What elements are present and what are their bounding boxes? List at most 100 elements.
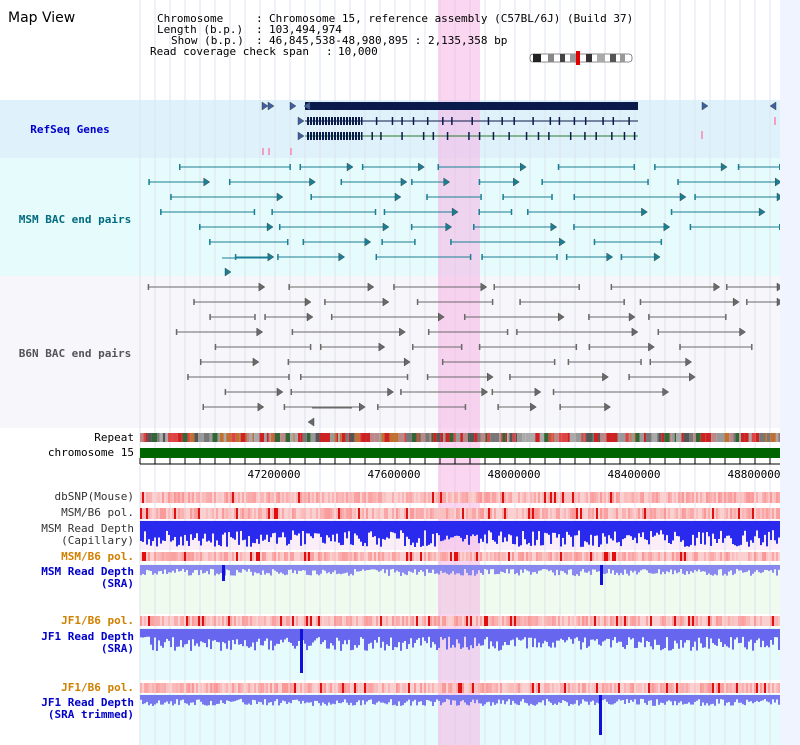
- track-label-chromosome[interactable]: chromosome 15: [47, 446, 134, 459]
- pol-cell: [494, 552, 496, 561]
- depth-bar: [426, 695, 428, 700]
- depth-bar: [596, 521, 598, 536]
- depth-bar: [356, 521, 358, 536]
- track-label-repeat[interactable]: Repeat: [94, 431, 134, 444]
- pol-cell: [732, 492, 734, 503]
- pol-cell: [308, 552, 310, 561]
- pol-cell: [680, 492, 682, 503]
- depth-bar: [506, 565, 508, 569]
- pol-cell: [682, 552, 684, 561]
- depth-bar: [612, 629, 614, 641]
- pol-cell: [342, 492, 344, 503]
- pol-cell: [176, 492, 178, 503]
- depth-bar: [552, 565, 554, 573]
- depth-bar: [212, 629, 214, 641]
- pol-cell: [344, 683, 346, 693]
- track-label-dbsnp[interactable]: dbSNP(Mouse): [54, 490, 134, 503]
- bac-end: [253, 209, 256, 215]
- track-label-refseq[interactable]: RefSeq Genes: [30, 123, 110, 136]
- depth-bar: [614, 521, 616, 532]
- depth-bar: [542, 565, 544, 570]
- depth-bar: [628, 695, 630, 704]
- pol-cell: [252, 552, 254, 561]
- pol-cell: [262, 683, 264, 693]
- pol-cell: [468, 492, 470, 503]
- pol-cell: [232, 492, 234, 503]
- pol-cell: [514, 492, 516, 503]
- pol-cell: [188, 492, 190, 503]
- gene-bar: [305, 102, 638, 110]
- pol-cell: [326, 492, 328, 503]
- depth-bar: [768, 629, 770, 648]
- repeat-element: [724, 433, 730, 442]
- depth-bar: [732, 521, 734, 545]
- depth-bar: [374, 565, 376, 570]
- depth-bar: [162, 521, 164, 541]
- depth-bar: [198, 521, 200, 541]
- bac-end: [660, 239, 663, 245]
- track-label-jf1-b6-pol-2[interactable]: JF1/B6 pol.: [61, 681, 134, 694]
- vertical-scroll-strip[interactable]: [780, 0, 800, 745]
- depth-bar: [514, 695, 516, 704]
- track-label-jf1-depth-sra[interactable]: JF1 Read Depth: [41, 630, 134, 643]
- repeat-element: [548, 433, 552, 442]
- depth-bar: [576, 629, 578, 638]
- track-label-msm-bac[interactable]: MSM BAC end pairs: [18, 213, 132, 226]
- axis-tick-label: 48800000: [727, 468, 781, 481]
- depth-spike: [300, 629, 303, 673]
- pol-cell: [726, 508, 728, 519]
- pol-cell: [314, 552, 316, 561]
- depth-bar: [484, 565, 486, 569]
- pol-cell: [146, 683, 148, 693]
- depth-bar: [742, 565, 744, 573]
- pol-cell: [614, 508, 616, 519]
- repeat-element: [600, 433, 607, 442]
- depth-bar: [380, 695, 382, 703]
- pol-cell: [730, 552, 732, 561]
- depth-bar: [262, 521, 264, 541]
- depth-bar: [186, 695, 188, 704]
- pol-cell: [760, 492, 762, 503]
- pol-cell: [584, 552, 586, 561]
- pol-cell: [284, 616, 286, 626]
- pol-cell: [284, 492, 286, 503]
- bac-end-arrow: [720, 162, 728, 172]
- pol-cell: [546, 492, 548, 503]
- info-chromosome-value: Chromosome 15, reference assembly (C57BL…: [269, 12, 634, 25]
- pol-cell: [774, 683, 776, 693]
- pol-cell: [346, 683, 348, 693]
- bac-end-arrow: [387, 387, 394, 397]
- depth-bar: [772, 695, 774, 700]
- pol-cell: [168, 508, 170, 519]
- bac-end-arrow: [256, 327, 264, 337]
- pol-cell: [216, 508, 218, 519]
- track-label-msm-b6-pol[interactable]: MSM/B6 pol.: [61, 506, 134, 519]
- pol-cell: [200, 492, 202, 503]
- pol-cell: [480, 683, 482, 693]
- depth-bar: [280, 629, 282, 640]
- depth-bar: [214, 565, 216, 576]
- track-label-msm-depth-capillary[interactable]: MSM Read Depth: [41, 522, 134, 535]
- track-label-msm-depth-sra[interactable]: MSM Read Depth: [41, 565, 134, 578]
- track-label-b6n-bac[interactable]: B6N BAC end pairs: [18, 347, 132, 360]
- track-label-jf1-depth-trimmed[interactable]: JF1 Read Depth: [41, 696, 134, 709]
- depth-bar: [470, 565, 472, 576]
- depth-bar: [366, 695, 368, 702]
- depth-bar: [214, 521, 216, 547]
- depth-bar: [758, 565, 760, 573]
- pol-cell: [428, 683, 430, 693]
- track-label-msm-b6-pol-2[interactable]: MSM/B6 pol.: [61, 550, 134, 563]
- repeat-element: [338, 433, 340, 442]
- depth-bar: [164, 521, 166, 541]
- depth-bar: [550, 629, 552, 648]
- pol-cell: [710, 508, 712, 519]
- depth-bar: [496, 521, 498, 544]
- depth-bar: [536, 521, 538, 540]
- depth-bar: [494, 565, 496, 575]
- pol-cell: [218, 616, 220, 626]
- depth-bar: [618, 695, 620, 700]
- depth-bar: [214, 629, 216, 641]
- track-label-jf1-b6-pol[interactable]: JF1/B6 pol.: [61, 614, 134, 627]
- depth-bar: [608, 695, 610, 705]
- bac-end: [677, 179, 679, 185]
